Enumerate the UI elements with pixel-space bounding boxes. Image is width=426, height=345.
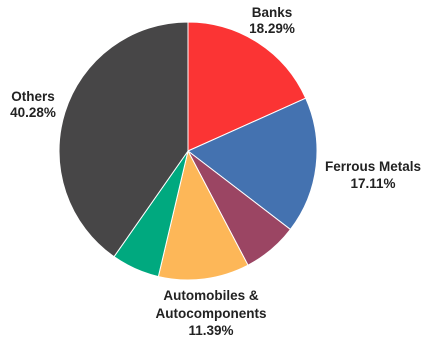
label-others-value: 40.28% bbox=[10, 105, 56, 120]
label-automobiles-name-1: Automobiles & bbox=[163, 288, 259, 303]
label-banks-name: Banks bbox=[252, 5, 293, 20]
label-automobiles-name-2: Autocomponents bbox=[156, 306, 267, 321]
pie-slice-others bbox=[58, 21, 189, 258]
pie-slice-banks bbox=[187, 21, 307, 152]
label-automobiles-value: 11.39% bbox=[188, 323, 233, 338]
pie-slices bbox=[58, 21, 318, 281]
pie-slice-ferrous-metals bbox=[187, 97, 318, 231]
label-ferrous-metals-name: Ferrous Metals bbox=[325, 159, 421, 174]
label-ferrous-metals-value: 17.11% bbox=[350, 176, 395, 191]
label-banks-value: 18.29% bbox=[249, 21, 295, 36]
label-others-name: Others bbox=[11, 89, 55, 104]
